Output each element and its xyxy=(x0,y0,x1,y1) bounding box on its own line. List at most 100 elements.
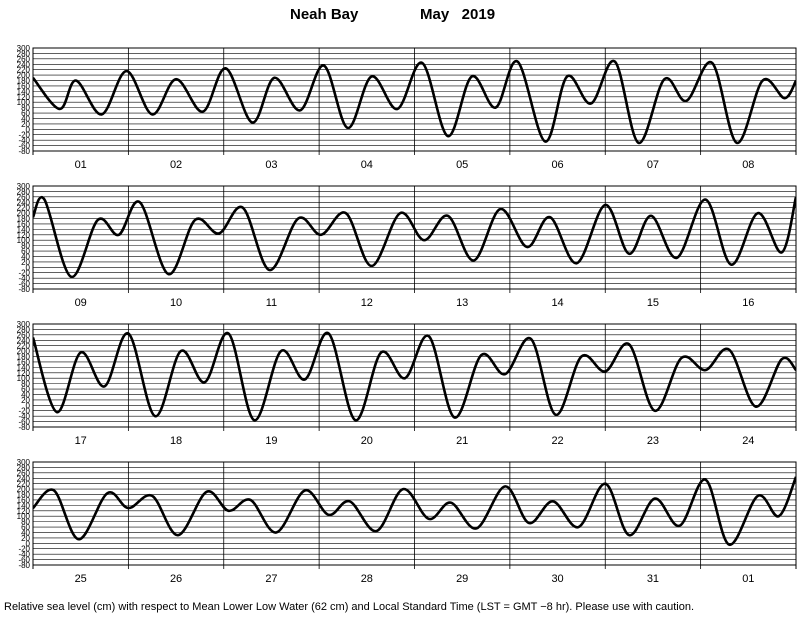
day-label: 07 xyxy=(647,159,659,171)
y-tick-label: 60 xyxy=(21,247,30,256)
y-tick-label: 80 xyxy=(21,518,30,527)
panel-4: 3002802602402202001801601401201008060402… xyxy=(17,458,797,585)
day-label: 10 xyxy=(170,297,182,309)
y-tick-label: 20 xyxy=(21,120,30,129)
y-tick-label: 120 xyxy=(17,93,31,102)
y-tick-label: -20 xyxy=(18,545,30,554)
y-tick-label: -80 xyxy=(18,147,30,156)
y-tick-label: 280 xyxy=(17,49,31,58)
y-tick-label: 280 xyxy=(17,187,31,196)
panel-frame xyxy=(32,461,797,566)
y-tick-label: 100 xyxy=(17,236,31,245)
y-tick-label: 140 xyxy=(17,87,31,96)
y-tick-label: 160 xyxy=(17,220,31,229)
footnote: Relative sea level (cm) with respect to … xyxy=(4,601,695,613)
day-label: 02 xyxy=(170,159,182,171)
y-tick-label: -60 xyxy=(18,556,30,565)
tide-curve xyxy=(33,59,796,145)
y-tick-label: -80 xyxy=(18,423,30,432)
day-label: 01 xyxy=(75,159,87,171)
y-tick-label: 220 xyxy=(17,204,31,213)
y-tick-label: 0 xyxy=(26,125,31,134)
y-tick-label: 140 xyxy=(17,363,31,372)
day-label: 09 xyxy=(75,297,87,309)
y-tick-label: 40 xyxy=(21,252,30,261)
day-label: 11 xyxy=(266,297,277,309)
y-tick-label: 180 xyxy=(17,491,31,500)
y-tick-label: -20 xyxy=(18,269,30,278)
y-tick-label: 0 xyxy=(26,401,31,410)
day-label: 22 xyxy=(551,435,563,447)
y-tick-label: 20 xyxy=(21,258,30,267)
y-tick-label: 200 xyxy=(17,347,31,356)
y-tick-label: 220 xyxy=(17,480,31,489)
y-tick-label: 20 xyxy=(21,534,30,543)
y-tick-label: 180 xyxy=(17,353,31,362)
y-tick-label: 80 xyxy=(21,104,30,113)
y-tick-label: 140 xyxy=(17,501,31,510)
day-label: 20 xyxy=(361,435,373,447)
panel-frame xyxy=(32,47,797,152)
day-label: 16 xyxy=(742,297,754,309)
day-label: 06 xyxy=(551,159,563,171)
y-tick-label: 240 xyxy=(17,336,31,345)
y-tick-label: 260 xyxy=(17,331,31,340)
day-label: 13 xyxy=(456,297,468,309)
y-tick-label: 220 xyxy=(17,342,31,351)
y-tick-label: 120 xyxy=(17,369,31,378)
month-year: May 2019 xyxy=(420,6,496,23)
day-label: 30 xyxy=(551,573,563,585)
day-label: 25 xyxy=(75,573,87,585)
day-label: 27 xyxy=(265,573,277,585)
y-tick-label: 240 xyxy=(17,60,31,69)
tide-curve xyxy=(33,476,796,546)
y-tick-label: -40 xyxy=(18,412,30,421)
tide-curve xyxy=(33,196,796,279)
day-label: 31 xyxy=(647,573,659,585)
station-name: Neah Bay xyxy=(290,6,359,23)
y-tick-label: 60 xyxy=(21,523,30,532)
y-tick-label: 180 xyxy=(17,77,31,86)
y-tick-label: -80 xyxy=(18,285,30,294)
y-tick-label: 300 xyxy=(17,182,31,191)
y-tick-label: 280 xyxy=(17,325,31,334)
day-label: 21 xyxy=(456,435,468,447)
y-tick-label: 280 xyxy=(17,463,31,472)
panel-3: 3002802602402202001801601401201008060402… xyxy=(17,320,797,447)
y-tick-label: 40 xyxy=(21,390,30,399)
y-tick-label: 100 xyxy=(17,374,31,383)
day-label: 15 xyxy=(647,297,659,309)
day-label: 14 xyxy=(551,297,563,309)
panel-2: 3002802602402202001801601401201008060402… xyxy=(17,182,797,309)
y-tick-label: -40 xyxy=(18,136,30,145)
y-tick-label: -60 xyxy=(18,280,30,289)
panel-frame xyxy=(32,185,797,290)
y-tick-label: 140 xyxy=(17,225,31,234)
y-tick-label: 80 xyxy=(21,242,30,251)
chart-title: Neah Bay May 2019 xyxy=(0,6,800,28)
y-tick-label: 60 xyxy=(21,109,30,118)
day-label: 28 xyxy=(361,573,373,585)
y-tick-label: 160 xyxy=(17,358,31,367)
y-tick-label: 180 xyxy=(17,215,31,224)
y-tick-label: 240 xyxy=(17,198,31,207)
tide-curve xyxy=(33,331,796,422)
y-tick-label: 80 xyxy=(21,380,30,389)
y-tick-label: 200 xyxy=(17,71,31,80)
day-label: 12 xyxy=(361,297,373,309)
y-tick-label: 220 xyxy=(17,66,31,75)
y-tick-label: 0 xyxy=(26,263,31,272)
day-label: 26 xyxy=(170,573,182,585)
y-tick-label: 20 xyxy=(21,396,30,405)
y-tick-label: 260 xyxy=(17,469,31,478)
y-tick-label: 300 xyxy=(17,458,31,467)
y-tick-label: -40 xyxy=(18,274,30,283)
y-tick-label: 300 xyxy=(17,44,31,53)
day-label: 17 xyxy=(75,435,87,447)
y-tick-label: 260 xyxy=(17,193,31,202)
panel-1: 3002802602402202001801601401201008060402… xyxy=(17,44,797,171)
y-tick-label: 200 xyxy=(17,485,31,494)
y-tick-label: 100 xyxy=(17,98,31,107)
y-tick-label: 160 xyxy=(17,82,31,91)
